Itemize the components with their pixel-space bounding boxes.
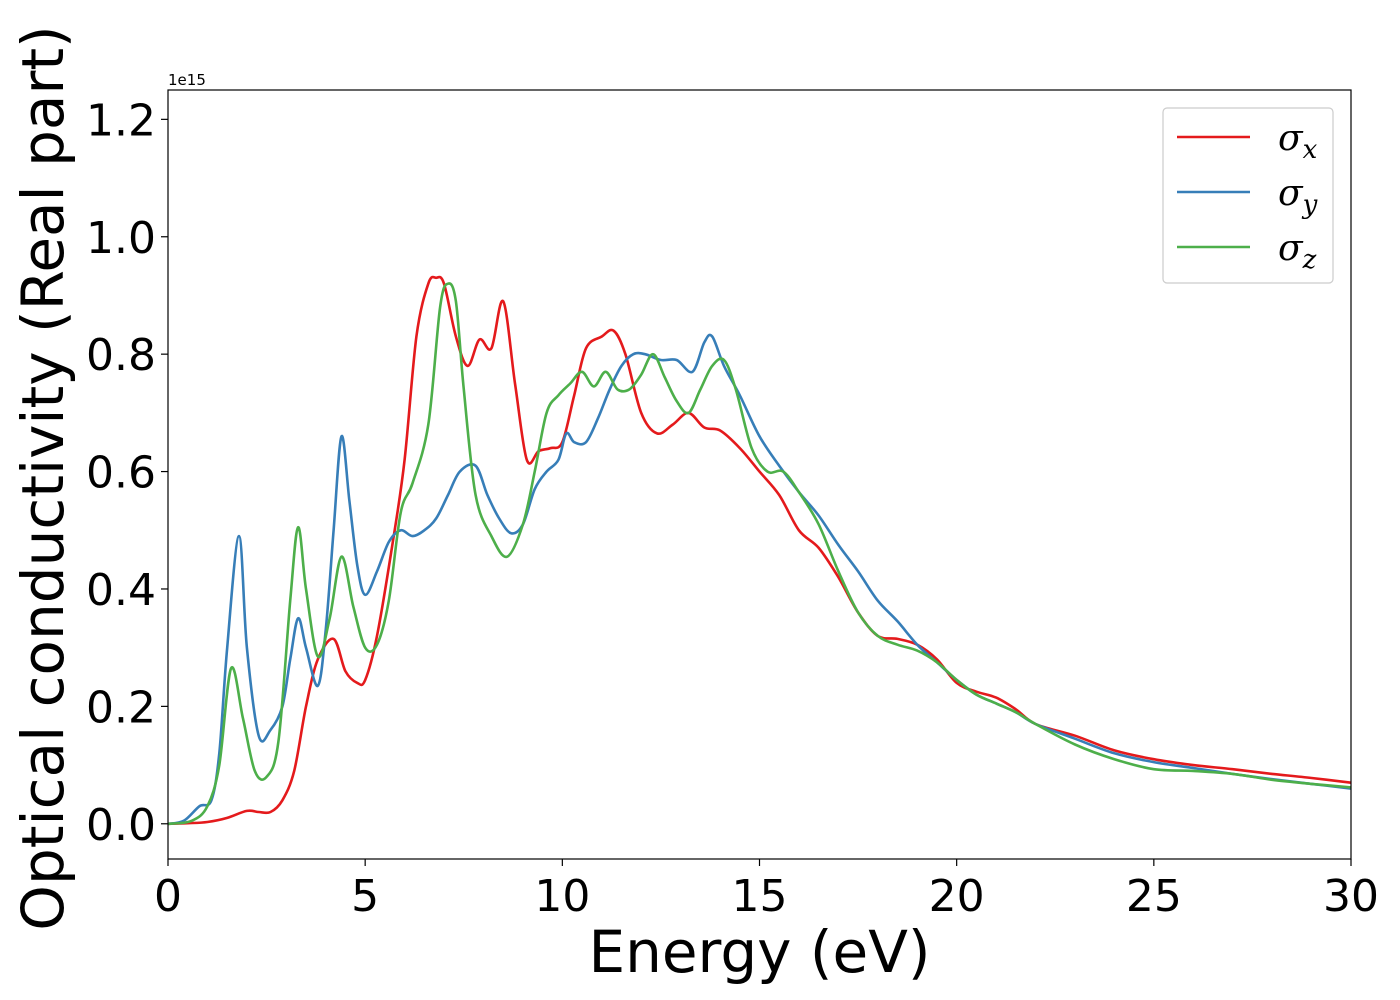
- x-axis: 0 5 10 15 20 25 30: [154, 859, 1379, 922]
- x-tick-label: 25: [1126, 871, 1182, 922]
- x-tick-label: 20: [929, 871, 985, 922]
- y-offset-text: 1e15: [168, 71, 206, 89]
- legend-box: [1162, 107, 1334, 284]
- legend-label-y: σy: [1278, 173, 1318, 220]
- x-tick-label: 10: [534, 871, 590, 922]
- y-tick-label: 0.0: [86, 800, 156, 851]
- x-tick-label: 5: [351, 871, 379, 922]
- y-tick-label: 0.8: [86, 330, 156, 381]
- series-line-x: [167, 275, 1352, 826]
- y-tick-label: 0.6: [86, 448, 156, 499]
- x-tick-label: 30: [1323, 871, 1379, 922]
- y-tick-label: 1.2: [86, 95, 156, 146]
- legend-label-x: σx: [1278, 118, 1318, 165]
- x-tick-label: 0: [154, 871, 182, 922]
- y-tick-label: 0.4: [86, 565, 156, 616]
- y-axis-title: Optical conductivity (Real part): [9, 25, 77, 930]
- y-tick-label: 0.2: [86, 682, 156, 733]
- series-line-z: [167, 282, 1352, 826]
- y-tick-label: 1.0: [86, 213, 156, 264]
- legend-label-z: σz: [1278, 228, 1317, 275]
- x-axis-title: Energy (eV): [588, 918, 930, 986]
- legend: σx σy σz: [1162, 107, 1334, 284]
- series-layer: [167, 275, 1352, 826]
- x-tick-label: 15: [732, 871, 788, 922]
- y-axis: 0.0 0.2 0.4 0.6 0.8 1.0 1.2: [86, 95, 168, 851]
